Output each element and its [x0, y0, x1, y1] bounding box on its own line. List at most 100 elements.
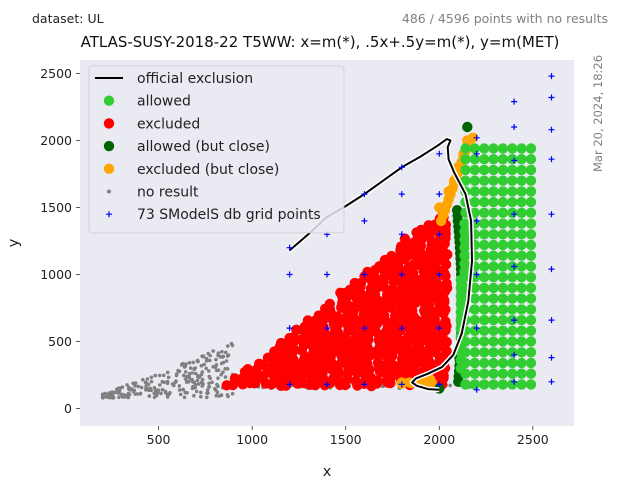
grid-point [436, 325, 443, 332]
x-tick-label: 500 [147, 432, 171, 447]
allowed-point [525, 336, 537, 347]
allowed-point [488, 164, 499, 176]
legend-label: excluded (but close) [137, 162, 279, 178]
no-result-point [165, 370, 170, 375]
grid-point [548, 94, 555, 101]
allowed-point [525, 154, 537, 165]
allowed-point [455, 355, 466, 366]
allowed-series [455, 143, 537, 390]
allowed-point [479, 368, 490, 379]
allowed-point [516, 293, 527, 304]
allowed-point [488, 347, 499, 358]
allowed-point [507, 207, 518, 218]
no-result-point [218, 354, 222, 359]
allowed-point [516, 336, 527, 347]
allowed-point [455, 363, 466, 374]
allowed-point [469, 325, 480, 336]
allowed-point [488, 293, 499, 304]
allowed-point [497, 143, 509, 154]
allowed-point [525, 379, 537, 390]
dataset-label: dataset: UL [32, 11, 104, 26]
no-result-point [136, 384, 140, 389]
allowed-point [525, 282, 537, 294]
allowed-point [469, 196, 480, 208]
grid-point [361, 325, 368, 332]
y-tick-label: 2500 [40, 66, 72, 81]
no-result-point [195, 378, 200, 383]
no-result-point [216, 376, 220, 381]
no-result-point [223, 375, 228, 379]
grid-point [548, 126, 555, 133]
no-result-point [199, 363, 204, 368]
no-result-point [182, 395, 187, 400]
allowed-point [525, 218, 537, 229]
no-result-point [145, 377, 150, 381]
excluded-point [441, 278, 452, 289]
no-result-point [229, 341, 234, 346]
excluded-point [414, 343, 426, 355]
no-result-point [163, 389, 168, 394]
no-result-point [206, 391, 210, 395]
grid-point [511, 157, 518, 164]
grid-point [324, 381, 330, 388]
allowed-point [479, 379, 490, 390]
grid-point [548, 156, 555, 163]
allowed-point [479, 164, 490, 176]
allowed-point [455, 274, 466, 286]
legend-marker-no-result [107, 189, 111, 194]
no-result-point [177, 384, 182, 388]
allowed-point [507, 164, 518, 176]
allowed-point [497, 282, 509, 294]
no-result-point [149, 375, 154, 380]
grid-point [473, 150, 480, 157]
allowed-point [507, 282, 518, 294]
no-result-point [187, 372, 192, 376]
allowed-point [469, 293, 480, 304]
no-result-point [152, 386, 157, 390]
no-result-point [147, 394, 152, 398]
allowed-point [469, 347, 480, 358]
allowed-point [479, 282, 490, 294]
allowed-point [497, 207, 509, 218]
no-result-point [194, 389, 199, 394]
no-result-point [138, 391, 143, 396]
no-result-point [172, 383, 176, 388]
excluded-point [402, 331, 414, 343]
grid-point [398, 325, 405, 332]
allowed-point [479, 186, 490, 197]
no-result-point [126, 387, 131, 391]
grid-point [436, 381, 443, 388]
no-result-point [210, 380, 214, 385]
allowed-point [479, 325, 490, 336]
allowed-point [525, 261, 537, 272]
grid-point [511, 317, 518, 324]
no-result-point [165, 392, 169, 397]
no-result-point [130, 387, 134, 391]
no-result-point [193, 382, 198, 387]
allowed-point [516, 272, 527, 283]
allowed-point [479, 357, 490, 369]
grid-point [548, 354, 555, 361]
allowed-point [497, 304, 509, 315]
allowed-point [459, 226, 470, 237]
y-tick-label: 2000 [40, 133, 72, 148]
no-result-point [204, 358, 209, 363]
no-result-point [202, 362, 207, 367]
official-exclusion-line [288, 138, 473, 391]
allowed-point [516, 250, 527, 261]
allowed-point [488, 229, 499, 240]
allowed-point [488, 325, 499, 336]
no-result-point [133, 392, 138, 396]
allowed-point [459, 258, 470, 269]
no-result-point [181, 361, 185, 366]
grid-point [286, 325, 293, 332]
no-result-point [224, 359, 229, 363]
allowed-point [507, 175, 518, 186]
allowed-point [507, 218, 518, 229]
excluded-point [229, 373, 241, 384]
allowed-point [507, 293, 518, 304]
no-result-point [165, 381, 170, 386]
allowed-point [488, 175, 499, 186]
no-result-point [157, 373, 162, 378]
no-result-point [119, 392, 123, 397]
